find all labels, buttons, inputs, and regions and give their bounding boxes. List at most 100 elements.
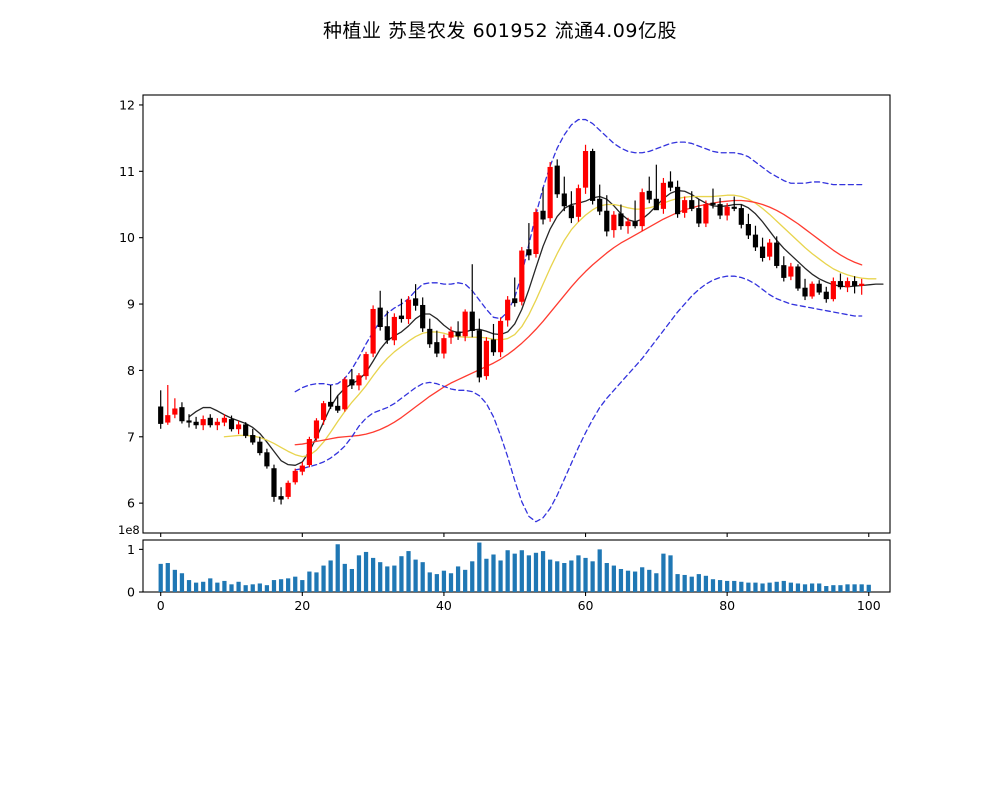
volume-bar bbox=[179, 573, 185, 592]
candlestick bbox=[356, 373, 362, 391]
candle-body bbox=[667, 181, 674, 188]
volume-bar bbox=[434, 574, 439, 592]
candle-body bbox=[207, 417, 213, 426]
candlestick bbox=[455, 321, 461, 340]
candlestick bbox=[434, 330, 440, 358]
price-ytick-label: 7 bbox=[127, 429, 135, 444]
price-ytick-label: 8 bbox=[127, 363, 135, 378]
candlestick bbox=[228, 415, 235, 432]
candle-body bbox=[448, 331, 454, 338]
candle-body bbox=[625, 221, 631, 227]
candlestick bbox=[724, 203, 730, 221]
candle-body bbox=[781, 265, 787, 278]
volume-bar bbox=[661, 553, 666, 592]
candlestick bbox=[384, 310, 390, 344]
volume-bar bbox=[526, 555, 532, 592]
candle-body bbox=[646, 190, 652, 200]
candle-body bbox=[356, 375, 362, 386]
candle-body bbox=[830, 281, 836, 300]
candle-body bbox=[575, 188, 582, 217]
candle-body bbox=[859, 283, 865, 286]
candlestick bbox=[738, 204, 744, 229]
volume-bar bbox=[165, 563, 170, 592]
volume-bar bbox=[611, 565, 616, 592]
candle-body bbox=[335, 405, 341, 411]
volume-bar bbox=[604, 563, 609, 592]
volume-bar bbox=[866, 584, 871, 592]
candlestick bbox=[306, 436, 312, 468]
volume-bar bbox=[802, 584, 808, 592]
volume-bar bbox=[838, 585, 843, 592]
volume-bar bbox=[710, 579, 716, 592]
candlestick bbox=[717, 197, 723, 220]
price-ytick-label: 11 bbox=[119, 164, 135, 179]
candlestick bbox=[420, 297, 426, 332]
candle-body bbox=[767, 242, 773, 257]
candlestick bbox=[582, 144, 589, 194]
volume-bar bbox=[831, 585, 836, 592]
candlestick bbox=[837, 273, 844, 290]
volume-bar bbox=[342, 563, 347, 592]
volume-bar bbox=[788, 582, 793, 592]
candle-body bbox=[837, 281, 844, 288]
candlestick bbox=[767, 239, 773, 261]
volume-axis-offset-label: 1e8 bbox=[118, 523, 140, 537]
candle-body bbox=[476, 330, 482, 378]
volume-bar bbox=[363, 551, 369, 592]
volume-bar bbox=[201, 581, 206, 592]
volume-bar bbox=[448, 573, 454, 592]
candlestick bbox=[243, 422, 249, 439]
volume-bar bbox=[257, 583, 262, 592]
series-line-boll-upper bbox=[294, 118, 863, 393]
candle-body bbox=[328, 401, 334, 407]
candle-body bbox=[165, 415, 171, 423]
candle-body bbox=[774, 242, 780, 266]
volume-bar bbox=[307, 571, 312, 592]
candle-body bbox=[604, 210, 610, 232]
candlestick bbox=[597, 184, 603, 216]
volume-bar bbox=[293, 576, 298, 592]
candle-body bbox=[802, 287, 808, 297]
candlestick bbox=[703, 200, 709, 228]
volume-bar bbox=[278, 579, 284, 592]
volume-xtick-label: 80 bbox=[719, 598, 735, 613]
volume-bar bbox=[717, 580, 723, 592]
candlestick bbox=[165, 385, 171, 425]
volume-bar bbox=[852, 584, 857, 592]
candle-body bbox=[179, 407, 185, 422]
candle-body bbox=[490, 339, 497, 353]
candle-body bbox=[441, 338, 447, 354]
candle-body bbox=[738, 208, 744, 225]
candle-body bbox=[547, 166, 553, 219]
volume-bar bbox=[335, 544, 340, 592]
candle-body bbox=[320, 403, 327, 420]
candlestick bbox=[519, 246, 525, 306]
volume-plot-group bbox=[158, 542, 871, 592]
volume-bar bbox=[689, 576, 694, 592]
candlestick bbox=[561, 176, 567, 212]
volume-bar bbox=[512, 553, 517, 592]
volume-bar bbox=[505, 550, 510, 592]
candle-body bbox=[710, 202, 716, 205]
candle-body bbox=[172, 408, 178, 415]
candle-body bbox=[682, 200, 688, 213]
candlestick bbox=[575, 184, 582, 222]
candlestick bbox=[342, 377, 348, 412]
candle-body bbox=[420, 304, 426, 329]
candlestick bbox=[653, 164, 659, 211]
candlestick bbox=[250, 428, 256, 445]
volume-bar bbox=[597, 549, 602, 592]
volume-bar bbox=[654, 573, 659, 592]
candle-body bbox=[455, 331, 461, 337]
volume-bar bbox=[271, 580, 277, 592]
series-line-ma-black bbox=[188, 189, 884, 466]
candlestick bbox=[214, 418, 220, 431]
candle-body bbox=[590, 151, 596, 201]
candlestick bbox=[795, 264, 801, 291]
volume-bar bbox=[427, 572, 432, 592]
candle-body bbox=[483, 340, 490, 377]
candle-body bbox=[342, 379, 348, 410]
candle-body bbox=[264, 452, 270, 467]
candle-body bbox=[391, 316, 397, 341]
volume-bar bbox=[477, 542, 482, 592]
